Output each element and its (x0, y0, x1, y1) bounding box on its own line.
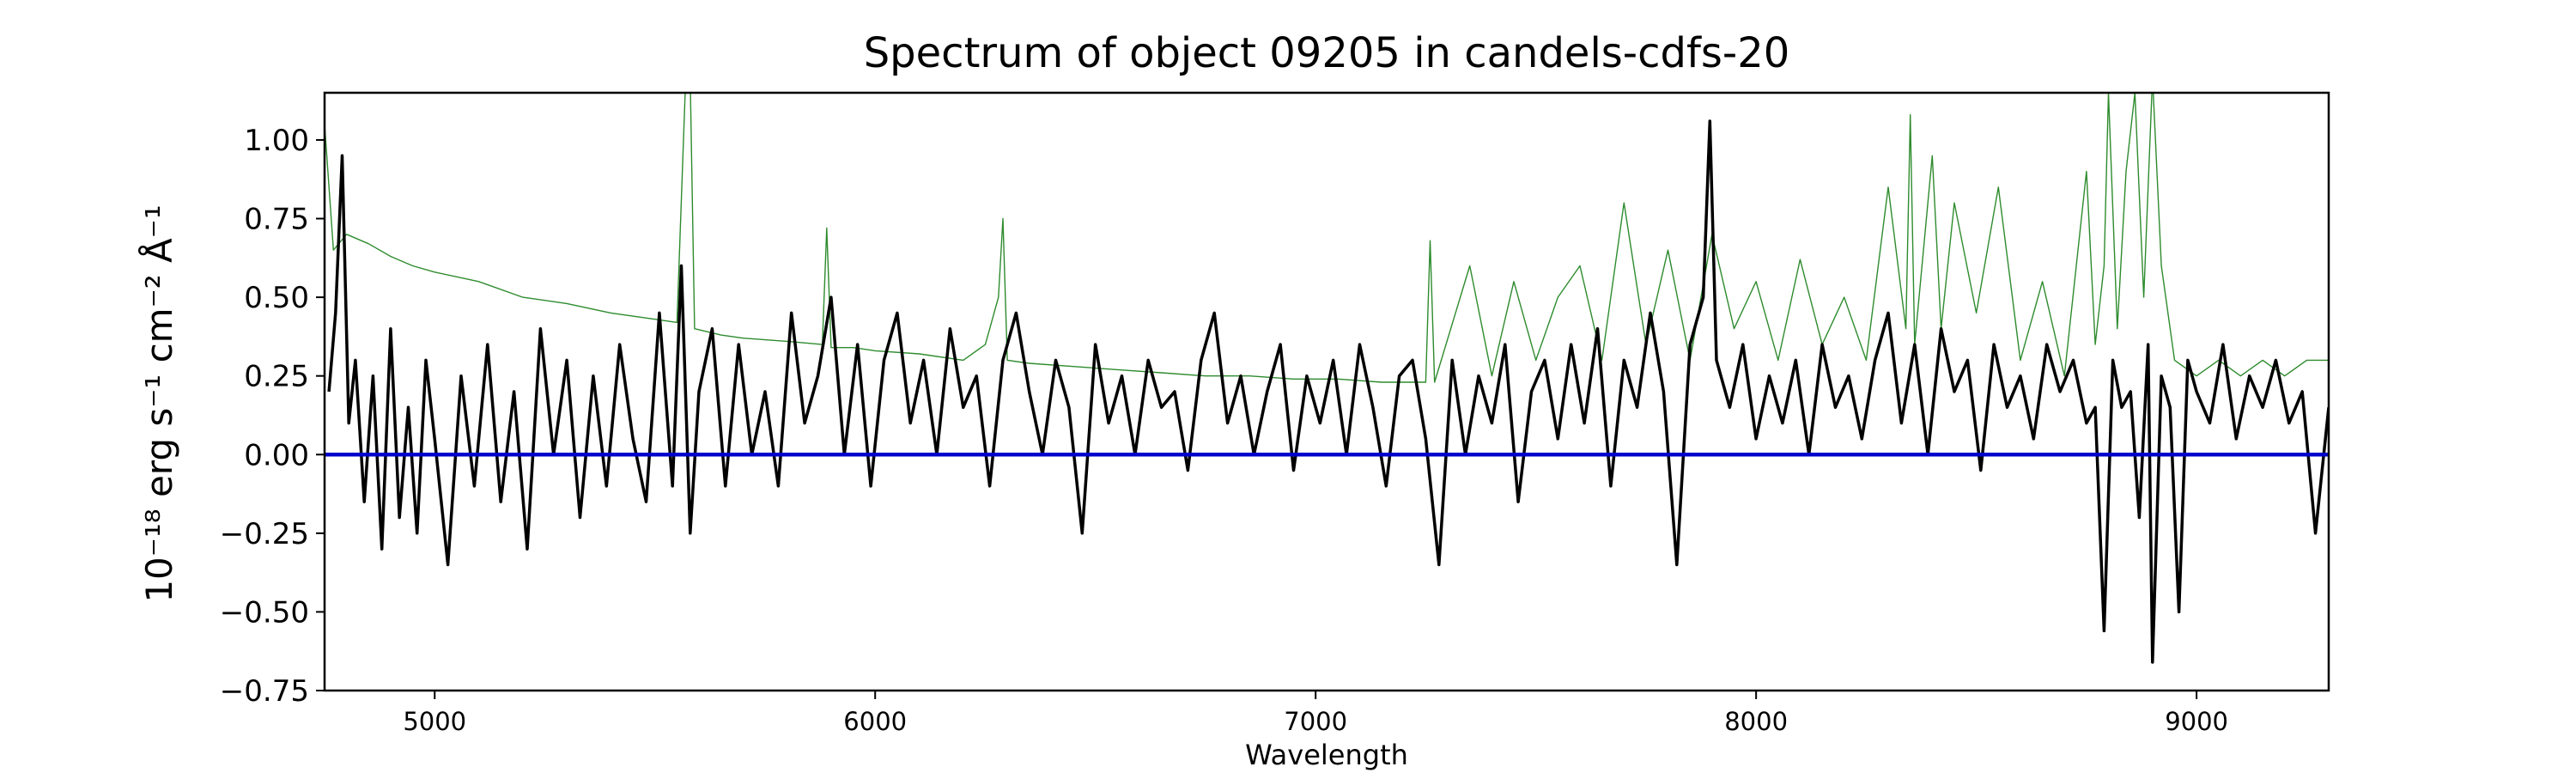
y-tick-label: 0.00 (244, 438, 309, 472)
y-tick-label: 1.00 (244, 124, 309, 158)
y-tick-label: 0.50 (244, 281, 309, 315)
y-tick-label: 0.25 (244, 360, 309, 394)
x-axis: 5000 6000 7000 8000 9000 (403, 691, 2228, 736)
x-tick-label: 5000 (403, 707, 466, 736)
plot-frame (323, 91, 2330, 692)
x-tick-label: 8000 (1724, 707, 1788, 736)
x-tick-label: 9000 (2165, 707, 2228, 736)
x-axis-label: Wavelength (1245, 739, 1408, 771)
y-tick-label: −0.50 (220, 595, 309, 630)
series-line-model (325, 93, 2329, 383)
y-tick-label: 0.75 (244, 203, 309, 237)
series-layer (325, 93, 2329, 664)
series-line-flux (327, 119, 2329, 664)
y-axis: −0.75 −0.50 −0.25 0.00 0.25 0.50 0.75 1.00 (220, 124, 325, 709)
y-tick-label: −0.25 (220, 517, 309, 551)
chart-title: Spectrum of object 09205 in candels-cdfs… (864, 29, 1790, 77)
y-axis-label: 10⁻¹⁸ erg s⁻¹ cm⁻² Å⁻¹ (137, 204, 180, 602)
x-tick-label: 7000 (1284, 707, 1347, 736)
y-tick-label: −0.75 (220, 674, 309, 709)
x-tick-label: 6000 (843, 707, 907, 736)
